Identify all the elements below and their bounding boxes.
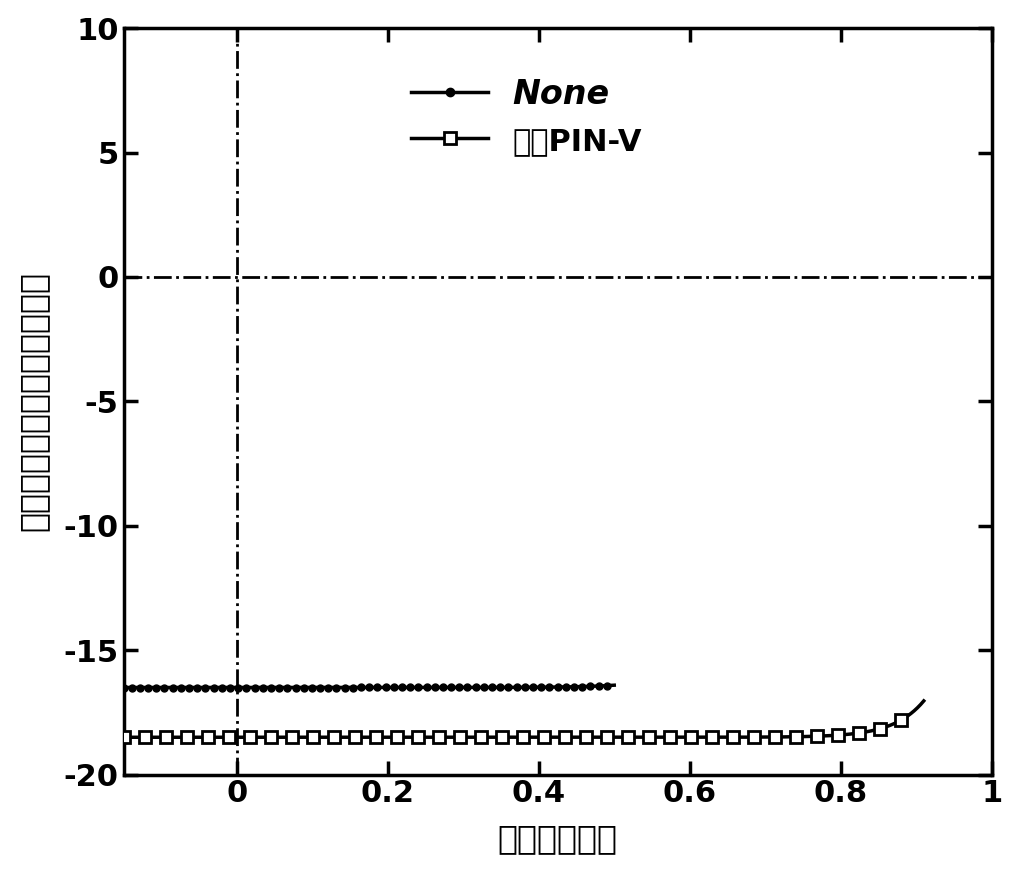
- Legend: None, 交联PIN-V: None, 交联PIN-V: [399, 66, 654, 168]
- X-axis label: 电压（伏特）: 电压（伏特）: [497, 822, 618, 855]
- Y-axis label: 电流密度（毫安每平方厘米）: 电流密度（毫安每平方厘米）: [16, 271, 50, 531]
